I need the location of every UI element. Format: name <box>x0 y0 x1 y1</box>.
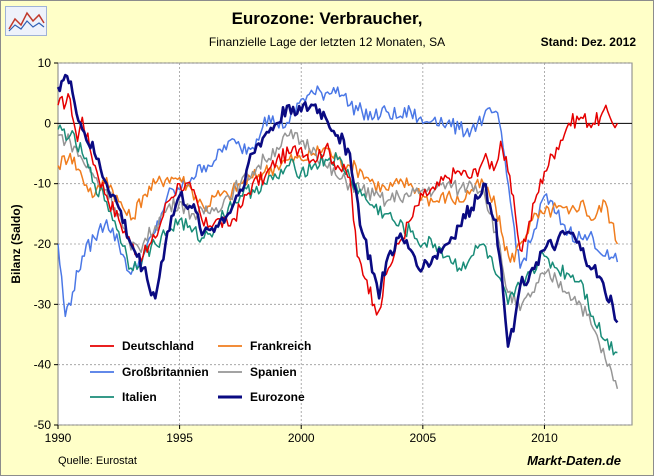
source-note: Quelle: Eurostat <box>58 455 137 467</box>
legend: Deutschland Frankreich Großbritannien Spani… <box>90 339 311 404</box>
legend-label: Großbritannien <box>122 365 209 379</box>
y-tick-label: -10 <box>34 177 52 191</box>
chart-title: Eurozone: Verbraucher, <box>231 9 423 28</box>
brand-name: Markt-Daten.de <box>527 453 621 468</box>
y-tick-label: 10 <box>38 56 52 70</box>
series-layer <box>56 73 619 389</box>
series-line-spanien <box>57 128 619 389</box>
y-tick-label: -50 <box>34 418 52 432</box>
legend-label: Deutschland <box>122 339 194 353</box>
x-tick-label: 1995 <box>166 431 193 445</box>
legend-label: Italien <box>122 390 157 404</box>
chart-subtitle: Finanzielle Lage der letzten 12 Monaten,… <box>208 35 446 49</box>
series-line-italien <box>57 124 618 356</box>
series-line-grobritannien <box>57 85 619 318</box>
legend-label: Frankreich <box>250 339 311 353</box>
y-tick-label: 0 <box>44 116 51 130</box>
series-line-deutschland <box>57 93 619 316</box>
legend-label: Spanien <box>250 365 297 379</box>
data-status-date: Stand: Dez. 2012 <box>540 35 636 49</box>
x-tick-label: 1990 <box>45 431 72 445</box>
x-axis-ticks: 1990 1995 2000 2005 2010 <box>45 425 558 445</box>
series-line-eurozone <box>56 73 619 348</box>
x-tick-label: 2005 <box>409 431 436 445</box>
x-tick-label: 2000 <box>288 431 315 445</box>
y-tick-label: -30 <box>34 297 52 311</box>
legend-label: Eurozone <box>250 390 305 404</box>
y-tick-label: -20 <box>34 237 52 251</box>
brand-logo-icon <box>5 6 47 36</box>
y-tick-label: -40 <box>34 358 52 372</box>
x-tick-label: 2010 <box>531 431 558 445</box>
y-axis-ticks: 10 0 -10 -20 -30 -40 -50 <box>34 56 58 432</box>
y-axis-label: Bilanz (Saldo) <box>9 204 23 283</box>
